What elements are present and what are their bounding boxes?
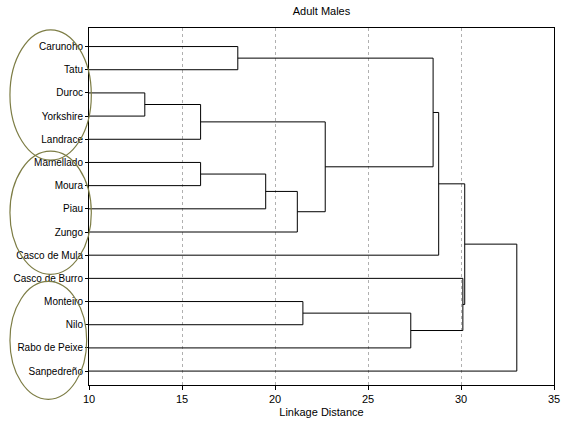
svg-text:15: 15 bbox=[176, 393, 188, 405]
svg-text:Casco de Mula: Casco de Mula bbox=[16, 250, 83, 261]
svg-text:25: 25 bbox=[362, 393, 374, 405]
svg-text:Zungo: Zungo bbox=[55, 227, 84, 238]
svg-text:Linkage Distance: Linkage Distance bbox=[279, 406, 363, 418]
svg-text:Tatu: Tatu bbox=[64, 64, 83, 75]
svg-text:10: 10 bbox=[83, 393, 95, 405]
svg-text:Monteiro: Monteiro bbox=[44, 296, 83, 307]
svg-text:Rabo de Peixe: Rabo de Peixe bbox=[17, 342, 83, 353]
svg-text:Nilo: Nilo bbox=[66, 319, 84, 330]
svg-text:Mamellado: Mamellado bbox=[34, 157, 83, 168]
svg-text:Moura: Moura bbox=[55, 180, 84, 191]
svg-text:20: 20 bbox=[269, 393, 281, 405]
svg-text:Yorkshire: Yorkshire bbox=[42, 111, 84, 122]
svg-text:Sanpedreño: Sanpedreño bbox=[29, 366, 84, 377]
svg-text:Piau: Piau bbox=[63, 203, 83, 214]
svg-text:Carunoho: Carunoho bbox=[39, 41, 83, 52]
svg-text:30: 30 bbox=[455, 393, 467, 405]
svg-text:Casco de Burro: Casco de Burro bbox=[14, 273, 84, 284]
svg-text:Landrace: Landrace bbox=[41, 134, 83, 145]
svg-text:35: 35 bbox=[548, 393, 560, 405]
svg-text:Adult Males: Adult Males bbox=[293, 5, 351, 17]
svg-text:Duroc: Duroc bbox=[56, 87, 83, 98]
